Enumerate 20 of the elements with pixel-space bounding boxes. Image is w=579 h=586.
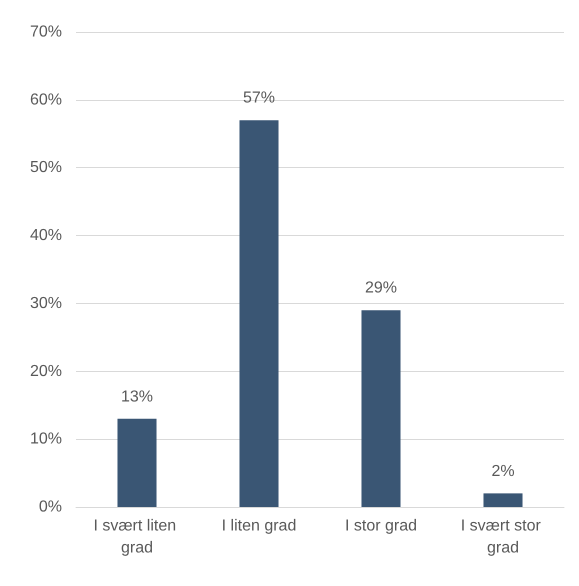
y-tick-label: 10% [30,430,62,448]
y-tick-label: 0% [38,498,62,516]
y-tick-label: 30% [30,294,62,312]
bar [239,120,279,507]
x-tick-label: I stor grad [344,518,418,534]
data-label: 57% [242,90,276,107]
x-tick-label: I svært stor grad [460,518,546,556]
data-label: 13% [120,388,154,406]
data-label: 29% [364,280,398,297]
y-tick-label: 40% [30,227,62,244]
y-tick-label: 70% [30,24,62,40]
x-tick-label: I svært liten grad [93,518,181,556]
x-tick-label: I liten grad [222,518,296,534]
bar [117,418,157,507]
y-tick-label: 20% [30,362,62,380]
bar [483,493,523,507]
data-label: 2% [491,462,515,480]
y-tick-label: 50% [30,159,62,176]
y-tick-label: 60% [30,91,62,108]
bar [361,310,401,507]
